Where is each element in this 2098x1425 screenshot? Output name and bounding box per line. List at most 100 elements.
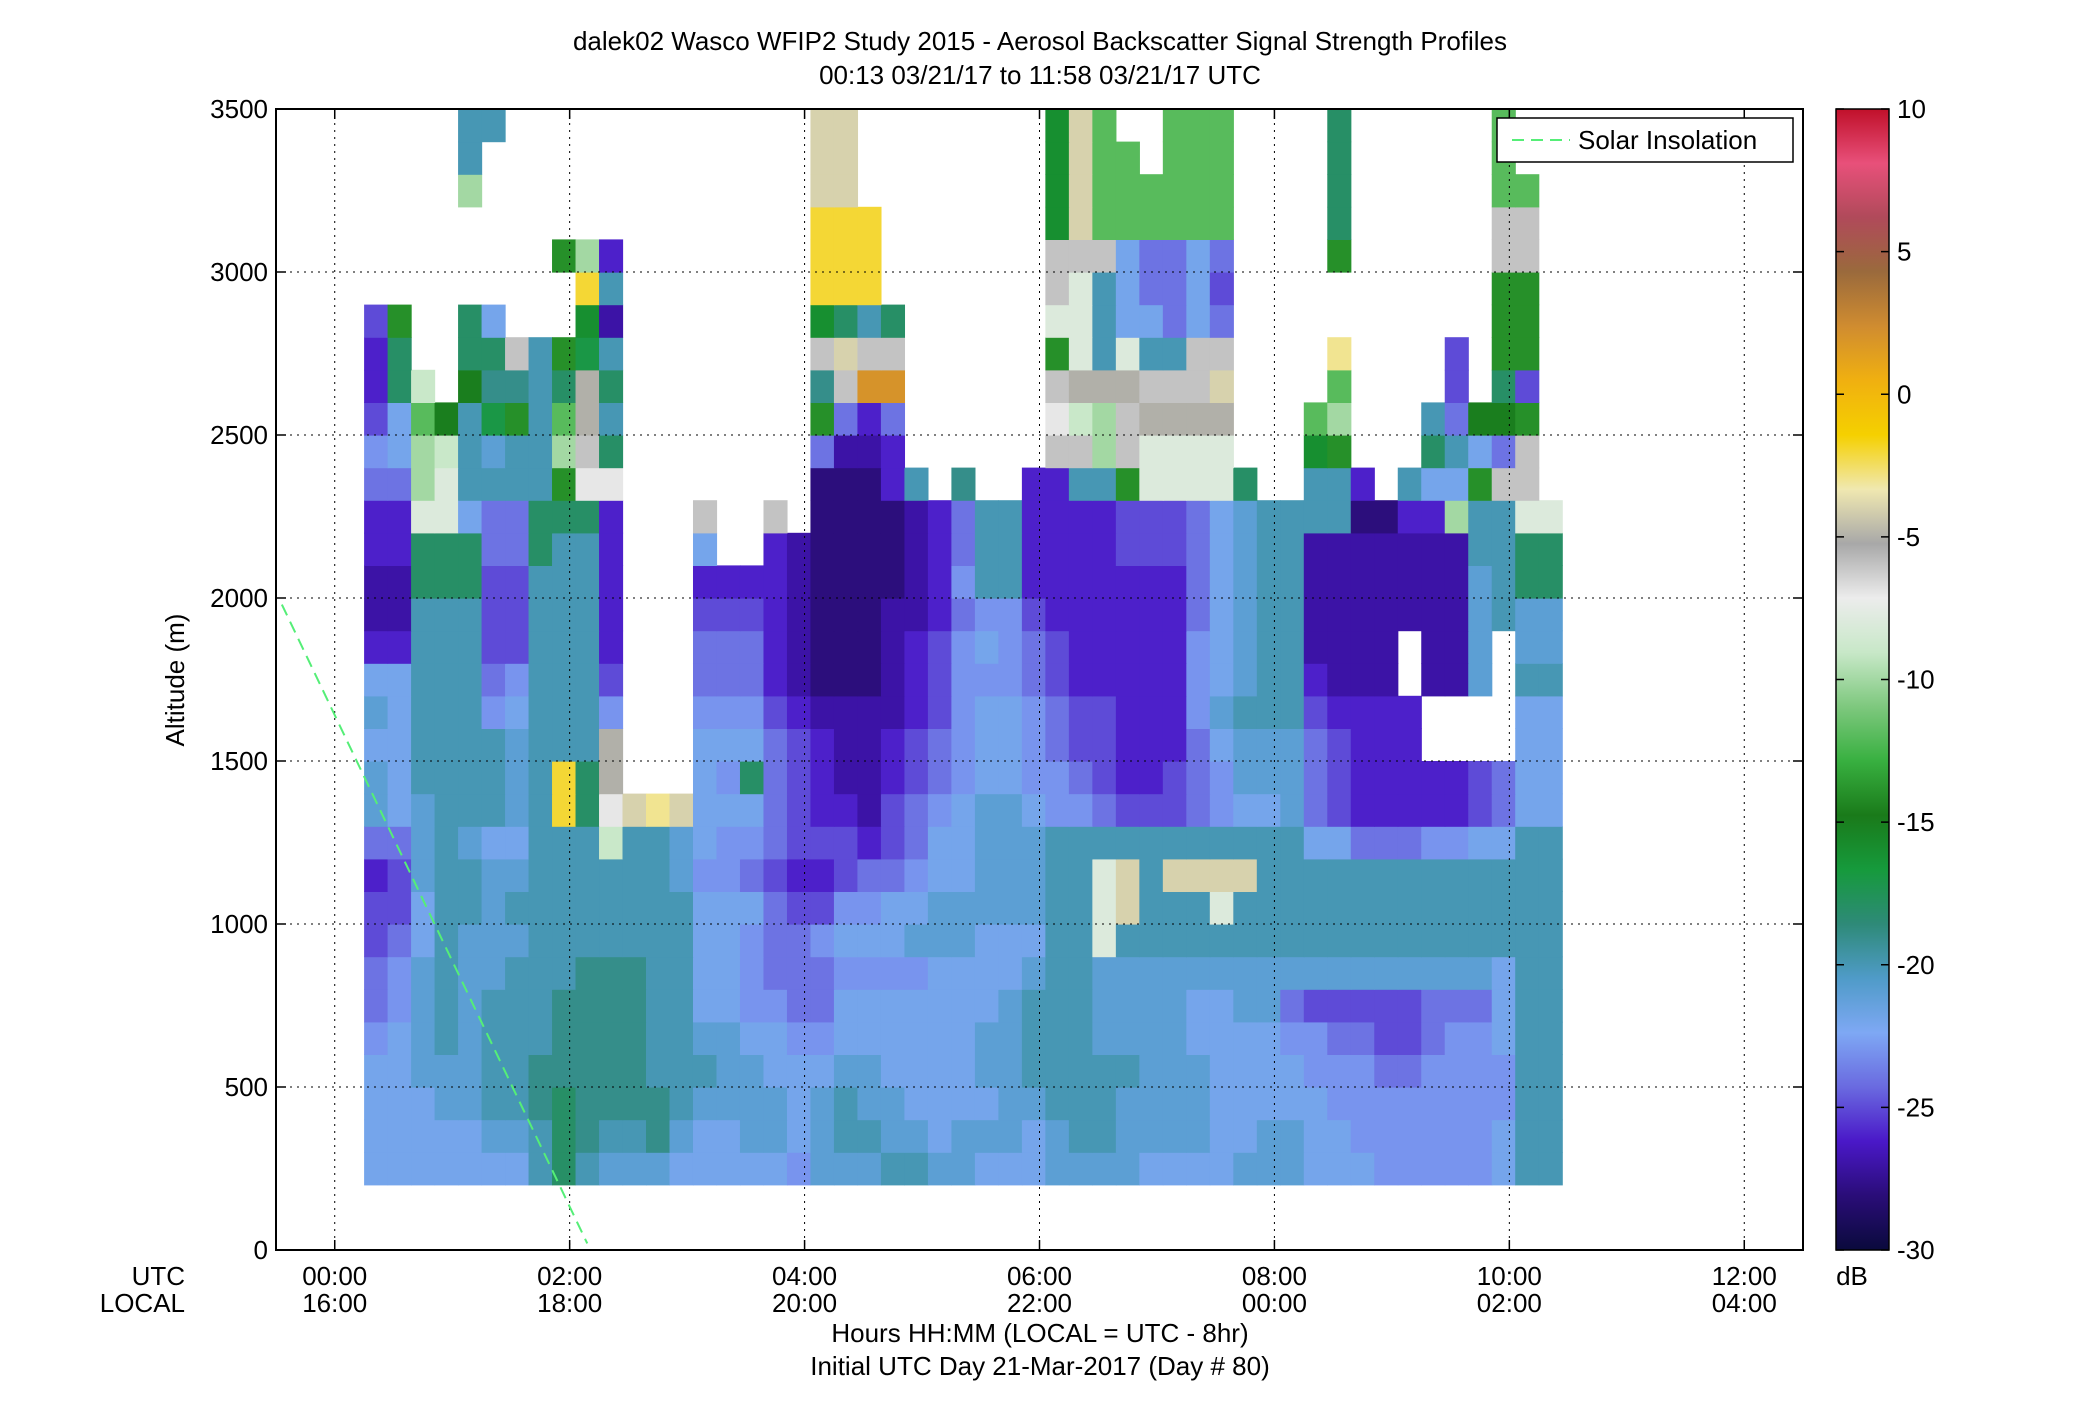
heatmap-cell — [1068, 467, 1093, 501]
heatmap-cell — [1374, 989, 1399, 1023]
heatmap-cell — [1397, 500, 1422, 534]
heatmap-cell — [1421, 630, 1446, 664]
y-tick-label: 2500 — [210, 420, 268, 450]
heatmap-cell — [692, 793, 718, 827]
chart-title: dalek02 Wasco WFIP2 Study 2015 - Aerosol… — [573, 26, 1507, 56]
heatmap-cell — [1468, 826, 1493, 860]
heatmap-cell — [904, 695, 929, 729]
heatmap-cell — [387, 304, 412, 338]
heatmap-cell — [1092, 1087, 1117, 1121]
heatmap-cell — [1491, 826, 1516, 860]
heatmap-cell — [951, 956, 976, 990]
heatmap-cell — [1256, 989, 1281, 1023]
heatmap-cell — [1538, 793, 1563, 827]
heatmap-cell — [481, 402, 506, 436]
heatmap-cell — [387, 826, 412, 860]
heatmap-cell — [833, 793, 859, 827]
heatmap-cell — [1421, 598, 1446, 632]
heatmap-cell — [387, 435, 412, 469]
heatmap-cell — [1045, 989, 1070, 1023]
heatmap-cell — [1303, 435, 1328, 469]
heatmap-cell — [575, 532, 600, 566]
heatmap-cell — [1515, 1087, 1540, 1121]
heatmap-cell — [575, 761, 600, 795]
heatmap-cell — [1327, 1152, 1352, 1186]
heatmap-cell — [857, 663, 882, 697]
heatmap-cell — [411, 1087, 436, 1121]
heatmap-cell — [1421, 858, 1446, 892]
heatmap-cell — [1139, 369, 1164, 403]
heatmap-cell — [810, 956, 835, 990]
heatmap-cell — [904, 630, 929, 664]
heatmap-cell — [387, 956, 412, 990]
heatmap-cell — [1538, 663, 1563, 697]
heatmap-cell — [575, 663, 600, 697]
heatmap-cell — [1186, 728, 1211, 762]
heatmap-cell — [1374, 826, 1399, 860]
heatmap-cell — [458, 598, 483, 632]
heatmap-cell — [1092, 956, 1117, 990]
heatmap-cell — [458, 891, 483, 925]
heatmap-cell — [1491, 956, 1516, 990]
heatmap-cell — [434, 728, 459, 762]
y-axis-label: Altitude (m) — [160, 614, 190, 747]
heatmap-cell — [857, 826, 882, 860]
heatmap-cell — [1468, 989, 1493, 1023]
heatmap-cell — [481, 500, 506, 534]
heatmap-cell — [1068, 1119, 1093, 1153]
heatmap-cell — [716, 891, 741, 925]
heatmap-cell — [1045, 369, 1070, 403]
heatmap-cell — [1045, 532, 1070, 566]
heatmap-cell — [1186, 304, 1211, 338]
heatmap-cell — [1162, 174, 1187, 208]
heatmap-cell — [1538, 1021, 1563, 1055]
heatmap-cell — [1444, 793, 1469, 827]
heatmap-cell — [739, 1021, 765, 1055]
heatmap-cell — [763, 1021, 788, 1055]
heatmap-cell — [552, 337, 577, 371]
heatmap-cell — [364, 858, 389, 892]
heatmap-cell — [1186, 891, 1211, 925]
heatmap-cell — [1421, 826, 1446, 860]
heatmap-cell — [434, 793, 459, 827]
heatmap-cell — [1327, 598, 1352, 632]
heatmap-cell — [1115, 1087, 1140, 1121]
heatmap-cell — [692, 728, 718, 762]
heatmap-cell — [1515, 663, 1540, 697]
heatmap-cell — [880, 761, 906, 795]
heatmap-cell — [1280, 761, 1305, 795]
heatmap-cell — [880, 369, 906, 403]
heatmap-cell — [1092, 435, 1117, 469]
heatmap-cell — [599, 728, 624, 762]
heatmap-cell — [786, 826, 812, 860]
heatmap-cell — [1350, 695, 1375, 729]
heatmap-cell — [1515, 337, 1540, 371]
heatmap-cell — [434, 826, 459, 860]
heatmap-cell — [1515, 858, 1540, 892]
heatmap-cell — [1092, 663, 1117, 697]
heatmap-cell — [1350, 1054, 1375, 1088]
heatmap-cell — [1280, 826, 1305, 860]
heatmap-cell — [1538, 728, 1563, 762]
heatmap-cell — [998, 598, 1023, 632]
heatmap-cell — [1233, 565, 1258, 599]
heatmap-cell — [1209, 565, 1234, 599]
heatmap-cell — [763, 1087, 788, 1121]
heatmap-cell — [528, 467, 553, 501]
heatmap-cell — [1092, 891, 1117, 925]
heatmap-cell — [974, 989, 999, 1023]
heatmap-cell — [1092, 924, 1117, 958]
heatmap-cell — [998, 630, 1023, 664]
heatmap-cell — [833, 272, 859, 306]
heatmap-cell — [528, 532, 553, 566]
y-tick-label: 1000 — [210, 909, 268, 939]
heatmap-cell — [599, 467, 624, 501]
heatmap-cell — [904, 663, 929, 697]
heatmap-cell — [904, 761, 929, 795]
heatmap-cell — [974, 1054, 999, 1088]
heatmap-cell — [1162, 1054, 1187, 1088]
heatmap-cell — [552, 500, 577, 534]
heatmap-cell — [857, 695, 882, 729]
heatmap-cell — [880, 1087, 906, 1121]
heatmap-cell — [1139, 565, 1164, 599]
